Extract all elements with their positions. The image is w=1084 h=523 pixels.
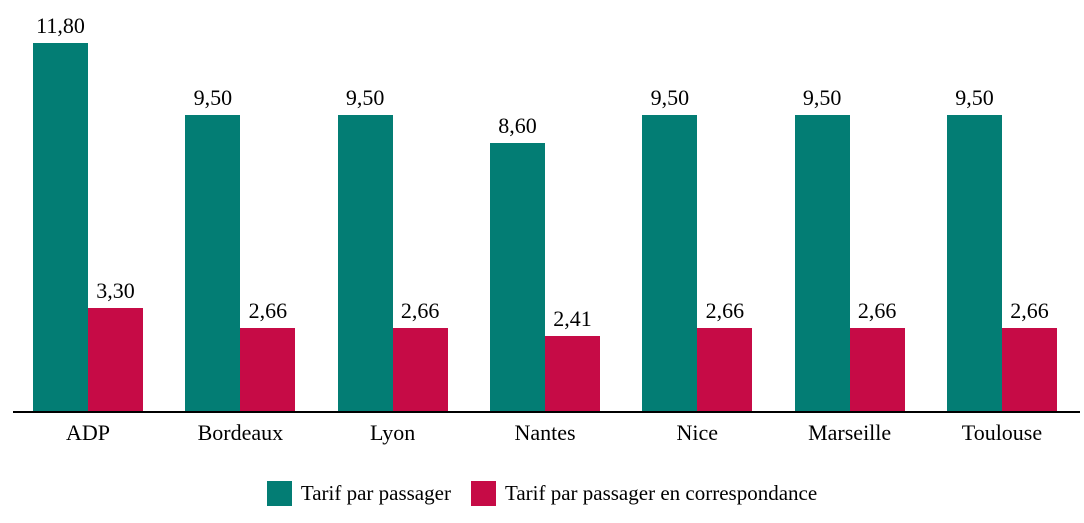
bar-group: 9,50 2,66 [946, 0, 1057, 411]
bar-column: 9,50 [185, 0, 241, 411]
bar-tarif-correspondance [1001, 328, 1057, 411]
bar-column: 11,80 [33, 0, 88, 411]
bar-column: 2,66 [849, 0, 905, 411]
bar-value-label: 8,60 [498, 113, 537, 138]
x-axis-label: Nice [676, 420, 719, 445]
bar-tarif-correspondance [88, 308, 143, 411]
bar-tarif-correspondance [392, 328, 448, 411]
bar-tarif-passager [946, 115, 1002, 411]
bar-value-label: 11,80 [36, 13, 85, 38]
bar-tarif-passager [489, 143, 545, 411]
bar-value-label: 2,66 [705, 298, 745, 323]
chart-legend: Tarif par passager Tarif par passager en… [0, 481, 1084, 506]
legend-label-tarif-correspondance: Tarif par passager en correspondance [504, 481, 818, 505]
bar-value-label: 9,50 [345, 85, 385, 110]
x-axis-label: Nantes [514, 420, 576, 445]
x-axis-labels: ADP Bordeaux Lyon Nantes Nice Marseille Toulou… [33, 420, 1057, 446]
x-axis-label: ADP [65, 420, 110, 445]
legend-item-tarif-correspondance: Tarif par passager en correspondance [470, 481, 818, 506]
legend-swatch-teal-icon [266, 481, 292, 506]
bar-tarif-correspondance [697, 328, 753, 411]
bar-value-label: 9,50 [193, 85, 233, 110]
bar-column: 2,66 [392, 0, 448, 411]
bar-column: 2,41 [544, 0, 600, 411]
bar-column: 3,30 [88, 0, 143, 411]
bar-tarif-passager [33, 43, 88, 411]
x-axis-label: Lyon [370, 420, 416, 445]
bar-tarif-correspondance [544, 336, 600, 411]
legend-item-tarif-passager: Tarif par passager [266, 481, 451, 506]
x-axis-label: Marseille [808, 420, 892, 445]
bar-column: 9,50 [337, 0, 393, 411]
bar-value-label: 2,66 [248, 298, 288, 323]
bar-value-label: 2,66 [1010, 298, 1049, 323]
bar-chart-plot-area: 11,80 3,30 9,50 2,66 9,50 2,66 8,60 2,41 9,50 2,6… [13, 0, 1080, 413]
bar-column: 9,50 [794, 0, 850, 411]
bar-tarif-passager [337, 115, 393, 411]
x-axis-label: Bordeaux [197, 420, 284, 445]
bar-value-label: 2,66 [400, 298, 440, 323]
bar-value-label: 9,50 [955, 85, 994, 110]
bar-group: 11,80 3,30 [33, 0, 143, 411]
bar-group: 9,50 2,66 [642, 0, 753, 411]
x-axis-label: Toulouse [961, 420, 1043, 445]
bar-group: 9,50 2,66 [337, 0, 448, 411]
bar-column: 2,66 [697, 0, 753, 411]
bar-value-label: 9,50 [802, 85, 842, 110]
legend-swatch-crimson-icon [470, 481, 496, 506]
bar-value-label: 2,66 [857, 298, 897, 323]
bar-tarif-correspondance [240, 328, 296, 411]
bar-tarif-passager [642, 115, 698, 411]
bar-tarif-correspondance [849, 328, 905, 411]
bar-groups: 11,80 3,30 9,50 2,66 9,50 2,66 8,60 2,41 9,50 2,6… [33, 0, 1057, 411]
bar-column: 9,50 [946, 0, 1002, 411]
bar-value-label: 2,41 [553, 306, 592, 331]
bar-column: 8,60 [489, 0, 545, 411]
bar-value-label: 3,30 [96, 278, 135, 303]
bar-value-label: 9,50 [650, 85, 690, 110]
bar-tarif-passager [185, 115, 241, 411]
bar-group: 9,50 2,66 [794, 0, 905, 411]
bar-column: 9,50 [642, 0, 698, 411]
bar-group: 8,60 2,41 [489, 0, 600, 411]
legend-label-tarif-passager: Tarif par passager [300, 481, 451, 505]
bar-tarif-passager [794, 115, 850, 411]
bar-column: 2,66 [240, 0, 296, 411]
bar-column: 2,66 [1001, 0, 1057, 411]
bar-group: 9,50 2,66 [185, 0, 296, 411]
